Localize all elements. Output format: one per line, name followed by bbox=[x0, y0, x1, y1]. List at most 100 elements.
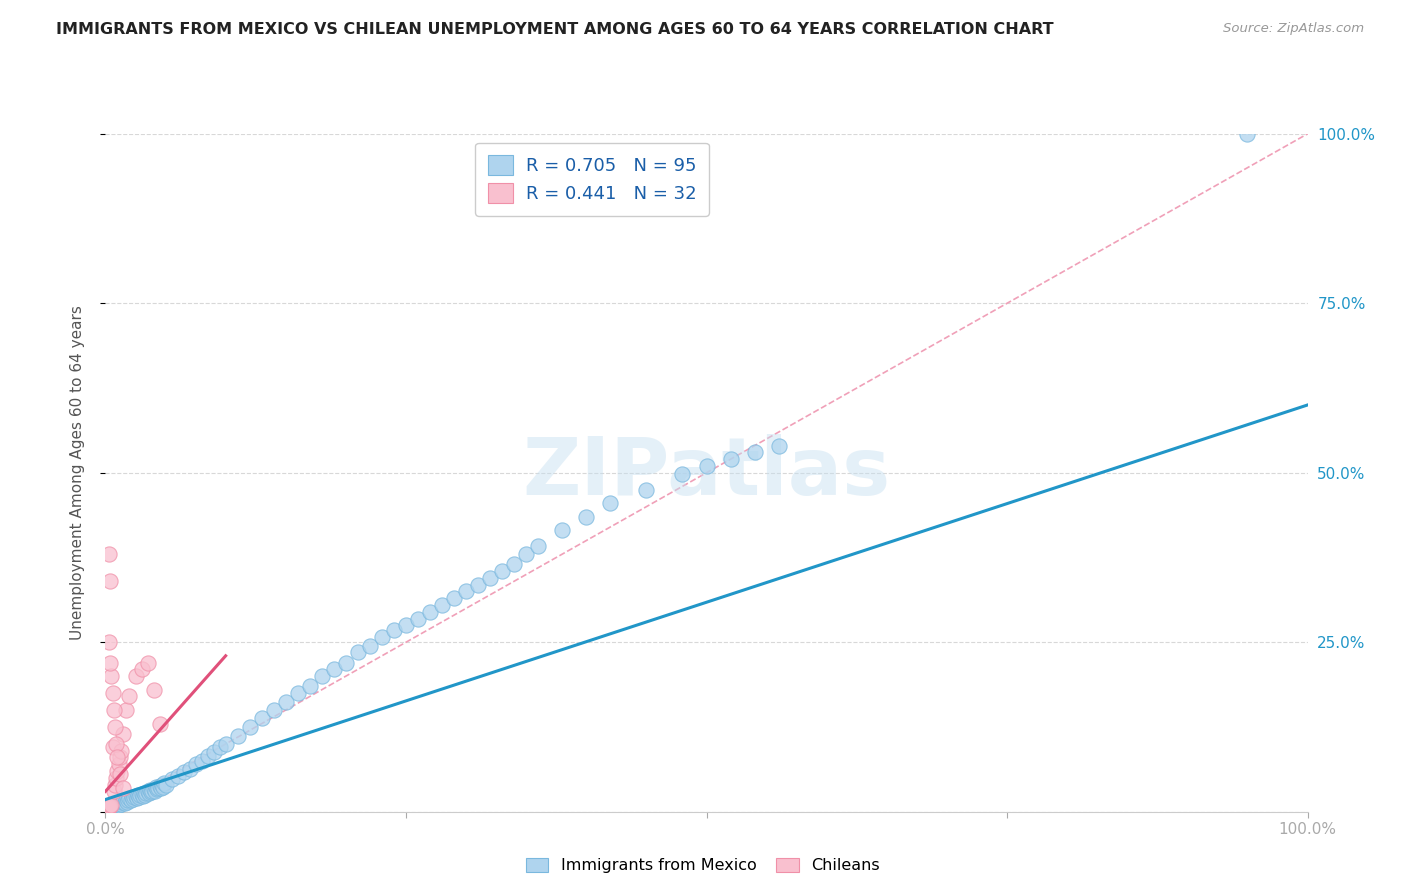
Point bbox=[179, 762, 201, 776]
Point bbox=[479, 571, 502, 585]
Point bbox=[122, 792, 145, 806]
Point bbox=[136, 656, 159, 670]
Point bbox=[107, 764, 129, 778]
Point bbox=[575, 509, 598, 524]
Point bbox=[503, 558, 526, 572]
Point bbox=[155, 778, 177, 792]
Point bbox=[146, 782, 169, 797]
Point bbox=[250, 711, 273, 725]
Point bbox=[443, 591, 465, 606]
Point bbox=[98, 635, 121, 649]
Point bbox=[103, 703, 125, 717]
Point bbox=[142, 781, 165, 796]
Point bbox=[121, 789, 143, 804]
Point bbox=[527, 539, 550, 553]
Point bbox=[127, 788, 149, 802]
Point bbox=[214, 737, 236, 751]
Point bbox=[111, 795, 134, 809]
Point bbox=[107, 797, 129, 812]
Point bbox=[139, 783, 162, 797]
Point bbox=[118, 690, 141, 704]
Point bbox=[135, 786, 157, 800]
Point bbox=[107, 750, 129, 764]
Point bbox=[98, 800, 121, 814]
Legend: Immigrants from Mexico, Chileans: Immigrants from Mexico, Chileans bbox=[520, 851, 886, 880]
Point bbox=[160, 772, 183, 787]
Point bbox=[107, 796, 129, 810]
Point bbox=[98, 574, 121, 589]
Point bbox=[118, 791, 141, 805]
Point bbox=[149, 780, 172, 795]
Point bbox=[184, 757, 207, 772]
Point bbox=[100, 669, 122, 683]
Point bbox=[98, 800, 121, 814]
Point bbox=[103, 797, 125, 811]
Point bbox=[132, 789, 155, 804]
Point bbox=[419, 605, 441, 619]
Point bbox=[132, 786, 155, 800]
Y-axis label: Unemployment Among Ages 60 to 64 years: Unemployment Among Ages 60 to 64 years bbox=[70, 305, 84, 640]
Point bbox=[491, 564, 513, 578]
Point bbox=[131, 662, 153, 676]
Point bbox=[768, 439, 790, 453]
Point bbox=[100, 797, 122, 812]
Point bbox=[1236, 127, 1258, 141]
Point bbox=[110, 744, 132, 758]
Point bbox=[108, 767, 131, 781]
Point bbox=[101, 686, 124, 700]
Point bbox=[311, 669, 333, 683]
Point bbox=[101, 740, 124, 755]
Point bbox=[136, 784, 159, 798]
Point bbox=[112, 727, 135, 741]
Point bbox=[744, 445, 766, 459]
Point bbox=[98, 799, 121, 814]
Point bbox=[197, 749, 219, 764]
Point bbox=[696, 458, 718, 473]
Point bbox=[100, 797, 122, 812]
Point bbox=[599, 496, 621, 510]
Point bbox=[720, 452, 742, 467]
Point bbox=[141, 783, 163, 797]
Point bbox=[190, 754, 212, 768]
Point bbox=[153, 776, 176, 790]
Point bbox=[117, 793, 139, 807]
Point bbox=[104, 778, 127, 792]
Text: Source: ZipAtlas.com: Source: ZipAtlas.com bbox=[1223, 22, 1364, 36]
Point bbox=[148, 716, 170, 731]
Point bbox=[120, 792, 142, 806]
Point bbox=[124, 790, 146, 805]
Point bbox=[115, 703, 138, 717]
Point bbox=[105, 737, 128, 751]
Point bbox=[142, 682, 165, 697]
Point bbox=[104, 720, 127, 734]
Point bbox=[173, 765, 195, 780]
Point bbox=[263, 703, 285, 717]
Point bbox=[335, 656, 357, 670]
Point bbox=[148, 780, 170, 795]
Point bbox=[124, 789, 146, 804]
Point bbox=[152, 780, 174, 794]
Point bbox=[166, 769, 188, 783]
Point bbox=[395, 618, 418, 632]
Point bbox=[134, 788, 156, 802]
Point bbox=[322, 662, 344, 676]
Point bbox=[107, 757, 129, 772]
Point bbox=[103, 784, 125, 798]
Point bbox=[98, 656, 121, 670]
Point bbox=[104, 798, 127, 813]
Point bbox=[114, 796, 136, 810]
Point bbox=[671, 467, 693, 482]
Point bbox=[131, 787, 153, 801]
Point bbox=[128, 789, 150, 804]
Point bbox=[138, 786, 160, 800]
Point bbox=[101, 800, 124, 814]
Point bbox=[148, 779, 170, 793]
Legend: R = 0.705   N = 95, R = 0.441   N = 32: R = 0.705 N = 95, R = 0.441 N = 32 bbox=[475, 143, 709, 216]
Point bbox=[202, 745, 225, 759]
Point bbox=[110, 797, 132, 811]
Point bbox=[98, 547, 121, 561]
Point bbox=[239, 720, 262, 734]
Point bbox=[515, 547, 537, 561]
Point bbox=[150, 778, 173, 792]
Point bbox=[115, 795, 138, 809]
